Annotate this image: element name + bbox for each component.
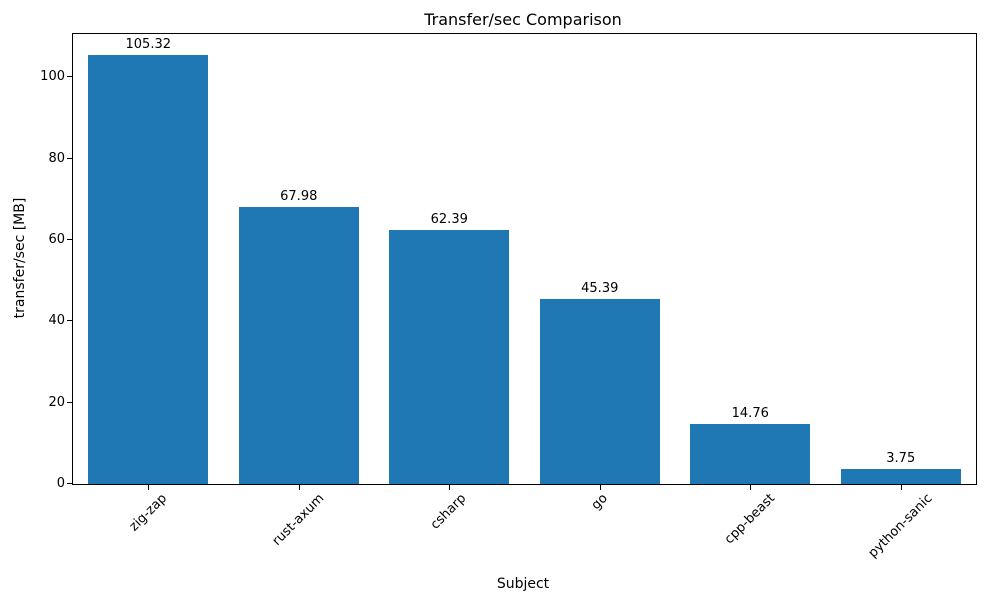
y-tick-label: 40 <box>48 313 65 329</box>
bar-python-sanic <box>840 468 961 484</box>
bar-value-label: 45.39 <box>581 281 619 297</box>
bar-value-label: 67.98 <box>280 189 318 205</box>
x-tick-label: python-sanic <box>865 491 936 561</box>
y-tick-mark <box>67 238 72 240</box>
bar-go <box>539 299 660 484</box>
y-tick-label: 80 <box>48 150 65 166</box>
bar-value-label: 3.75 <box>886 450 916 466</box>
x-tick-mark <box>298 485 300 490</box>
bar-csharp <box>389 230 510 484</box>
y-tick-label: 60 <box>48 231 65 247</box>
x-tick-mark <box>599 485 601 490</box>
y-tick-label: 100 <box>40 69 65 85</box>
chart-title: Transfer/sec Comparison <box>424 10 622 29</box>
x-tick-label: rust-axum <box>269 491 328 549</box>
bar-value-label: 105.32 <box>125 37 172 53</box>
x-tick-mark <box>148 485 150 490</box>
bar-zig-zap <box>88 55 209 484</box>
y-tick-label: 20 <box>48 394 65 410</box>
x-tick-label: cpp-beast <box>722 491 779 548</box>
bar-cpp-beast <box>690 423 811 484</box>
x-axis-label: Subject <box>496 576 550 592</box>
y-tick-mark <box>67 320 72 322</box>
y-tick-mark <box>67 76 72 78</box>
y-axis-label: transfer/sec [MB] <box>12 197 28 319</box>
x-tick-mark <box>449 485 451 490</box>
y-tick-mark <box>67 157 72 159</box>
bar-value-label: 14.76 <box>731 405 769 421</box>
x-tick-mark <box>750 485 752 490</box>
bar-value-label: 62.39 <box>430 212 468 228</box>
y-tick-mark <box>67 483 72 484</box>
y-tick-mark <box>67 401 72 403</box>
x-tick-label: zig-zap <box>126 491 170 535</box>
x-tick-mark <box>900 485 902 490</box>
x-tick-label: csharp <box>427 491 470 533</box>
plot-area: 105.32 zig-zap 67.98 rust-axum 62.39 csharp 45… <box>40 33 977 561</box>
bar-rust-axum <box>238 207 359 484</box>
y-tick-label: 0 <box>56 476 65 491</box>
x-tick-label: go <box>588 491 611 514</box>
